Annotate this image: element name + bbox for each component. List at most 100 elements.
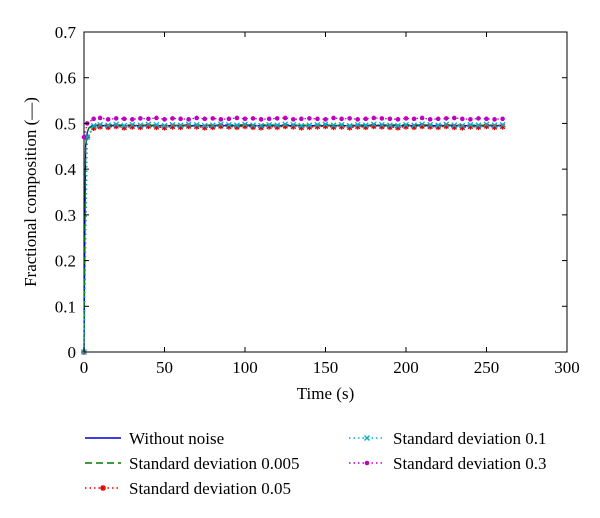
series-4-point: [483, 121, 490, 128]
series-4-point: [250, 122, 257, 129]
series-5-point: [81, 134, 87, 140]
series-4-point: [411, 122, 418, 129]
x-tick-label: 200: [393, 358, 419, 377]
x-axis-label: Time (s): [297, 384, 354, 403]
series-5-point: [178, 116, 183, 122]
series-4-point: [145, 121, 152, 128]
series-5-point: [371, 115, 377, 121]
series-4-point: [90, 122, 97, 129]
series-4-point: [185, 121, 192, 128]
series-5-point: [242, 116, 248, 122]
series-4-point: [346, 122, 353, 129]
series-4-point: [258, 122, 265, 129]
series-4-point: [491, 122, 498, 129]
series-line-4: [83, 123, 503, 353]
series-5-point: [339, 116, 344, 122]
series-4-point: [499, 121, 506, 128]
series-4-point: [322, 121, 329, 128]
axes-layer: 0 50 100 150 200 250 300 0 0.1 0.2 0.3 0.4 0.5 0.6 0.7: [55, 23, 580, 377]
series-5-point: [307, 116, 312, 121]
series-5-point: [460, 116, 465, 122]
series-5-point: [266, 116, 272, 122]
series-4-point: [137, 122, 144, 129]
plot-area: [83, 31, 568, 353]
series-5-point: [105, 117, 111, 122]
series-4-point: [306, 122, 313, 129]
series-4-point: [201, 122, 208, 129]
series-4-point: [266, 121, 273, 128]
series-5-point: [323, 117, 328, 122]
series-4-point: [314, 121, 321, 128]
series-4-point: [153, 121, 160, 128]
series-5-point: [146, 116, 151, 122]
series-4-point: [97, 121, 104, 128]
series-5-point: [250, 116, 256, 121]
series-5-point: [186, 117, 191, 122]
x-tick-label: 150: [313, 358, 339, 377]
series-5-point: [138, 116, 143, 121]
legend-label-5: Standard deviation 0.3: [393, 454, 546, 473]
series-4-point: [225, 121, 232, 128]
series-4-point: [386, 122, 393, 129]
x-tick-label: 250: [474, 358, 500, 377]
y-tick-label: 0.3: [55, 206, 76, 225]
series-5-point: [435, 116, 441, 122]
series-5-point: [347, 116, 352, 121]
series-4-point: [394, 122, 401, 129]
series-4-point: [169, 121, 176, 128]
series-4-point: [378, 121, 385, 128]
y-tick-label: 0.6: [55, 69, 76, 88]
series-4-point: [209, 122, 216, 129]
series-5-point: [258, 117, 264, 122]
series-4-point: [121, 122, 128, 129]
series-4-point: [217, 121, 224, 128]
series-5-point: [170, 116, 175, 121]
series-5-point: [154, 115, 159, 121]
series-5-point: [468, 117, 473, 122]
series-5-point: [202, 116, 208, 122]
series-4-point: [330, 122, 337, 129]
y-tick-label: 0: [68, 343, 77, 362]
series-4-point: [403, 121, 409, 128]
series-4-point: [338, 121, 345, 128]
y-tick-label: 0.4: [55, 160, 77, 179]
series-4-point: [233, 122, 240, 129]
series-4-point: [467, 121, 474, 128]
x-tick-label: 100: [232, 358, 258, 377]
series-5-point: [492, 117, 497, 122]
y-tick-label: 0.1: [55, 297, 76, 316]
legend-marker-5: [364, 460, 370, 466]
series-3-point: [290, 123, 297, 130]
series-5-point: [194, 115, 199, 121]
series-4-point: [427, 121, 434, 128]
series-5-point: [403, 116, 409, 121]
series-4-point: [443, 121, 450, 128]
series-4-point: [105, 122, 112, 129]
series-4-point: [419, 121, 426, 128]
series-4-point: [435, 122, 442, 129]
legend-marker-3: [100, 485, 106, 491]
plot-frame: [83, 31, 568, 353]
series-4-point: [362, 122, 369, 129]
series-5-point: [226, 116, 232, 122]
series-5-point: [299, 116, 304, 122]
series-4-point: [290, 121, 297, 128]
y-tick-label: 0.7: [55, 23, 77, 42]
series-5-point: [274, 116, 280, 121]
series-4-point: [274, 122, 281, 129]
legend-label-1: Without noise: [129, 429, 224, 448]
series-5-point: [315, 116, 320, 122]
series-5-point: [234, 115, 240, 121]
series-4-point: [475, 122, 482, 129]
series-5-point: [419, 115, 425, 121]
series-5-point: [427, 117, 433, 122]
series-4-point: [161, 122, 168, 129]
series-4-point: [354, 121, 361, 128]
y-tick-label: 0.2: [55, 252, 76, 271]
series-4-point: [242, 121, 248, 128]
series-5-point: [395, 117, 401, 122]
series-5-point: [210, 116, 216, 121]
series-5-point: [452, 115, 457, 121]
series-layer: [81, 115, 506, 355]
